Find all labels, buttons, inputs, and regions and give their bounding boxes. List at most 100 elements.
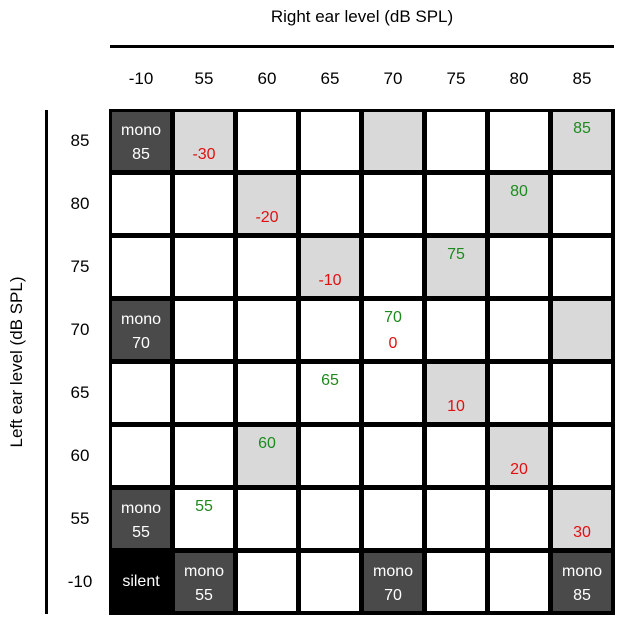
level-grid: mono 85 -30 85 -20 80 -10 75 mono 70 70 0 65 10 60 20 mo… (109, 109, 615, 615)
grid-cell-r0c5 (427, 112, 485, 170)
grid-cell-r3c0: mono 70 (112, 301, 170, 359)
grid-cell-r0c3 (301, 112, 359, 170)
grid-cell-r3c2 (238, 301, 296, 359)
grid-cell-r4c5: 10 (427, 364, 485, 422)
column-label: 85 (572, 69, 592, 88)
grid-cell-r7c1: mono 55 (175, 553, 233, 611)
grid-cell-r3c4: 70 0 (364, 301, 422, 359)
grid-cell-r6c7: 30 (553, 490, 611, 548)
level-value: 60 (258, 435, 276, 452)
mono-level: 70 (384, 587, 402, 604)
grid-cell-r0c6 (490, 112, 548, 170)
grid-cell-r5c1 (175, 427, 233, 485)
grid-cell-r6c3 (301, 490, 359, 548)
grid-cell-r4c0 (112, 364, 170, 422)
grid-cell-r2c3: -10 (301, 238, 359, 296)
grid-cell-r1c2: -20 (238, 175, 296, 233)
grid-cell-r0c7: 85 (553, 112, 611, 170)
grid-cell-r3c1 (175, 301, 233, 359)
grid-cell-r1c4 (364, 175, 422, 233)
row-label: 70 (70, 320, 90, 339)
level-difference: -10 (318, 272, 342, 289)
row-label: 85 (70, 131, 90, 150)
grid-cell-r7c4: mono 70 (364, 553, 422, 611)
grid-cell-r2c6 (490, 238, 548, 296)
mono-text: mono (120, 500, 162, 517)
grid-cell-r7c0: silent (112, 553, 170, 611)
row-label: 60 (70, 446, 90, 465)
grid-cell-r1c0 (112, 175, 170, 233)
mono-text: mono (120, 122, 162, 139)
grid-cell-r2c1 (175, 238, 233, 296)
grid-cell-r5c5 (427, 427, 485, 485)
column-label: 80 (509, 69, 529, 88)
column-label: 65 (320, 69, 340, 88)
grid-cell-r2c4 (364, 238, 422, 296)
mono-level: 55 (132, 524, 150, 541)
column-label: 70 (383, 69, 403, 88)
level-value: 70 (384, 309, 402, 326)
mono-level: 85 (132, 146, 150, 163)
right-ear-axis-title: Right ear level (dB SPL) (270, 7, 454, 26)
grid-cell-r1c7 (553, 175, 611, 233)
mono-label: mono 55 (112, 497, 170, 545)
grid-cell-r5c3 (301, 427, 359, 485)
mono-level: 70 (132, 335, 150, 352)
grid-cell-r7c3 (301, 553, 359, 611)
grid-cell-r0c4 (364, 112, 422, 170)
level-difference: 0 (388, 335, 398, 352)
side-axis-rule (45, 110, 48, 614)
grid-cell-r6c1: 55 (175, 490, 233, 548)
grid-cell-r3c6 (490, 301, 548, 359)
grid-cell-r6c6 (490, 490, 548, 548)
grid-cell-r5c6: 20 (490, 427, 548, 485)
column-label: 55 (194, 69, 214, 88)
column-label: 60 (257, 69, 277, 88)
grid-cell-r6c4 (364, 490, 422, 548)
grid-cell-r4c7 (553, 364, 611, 422)
mono-label: mono 70 (364, 560, 422, 608)
mono-text: mono (561, 563, 603, 580)
grid-cell-r6c0: mono 55 (112, 490, 170, 548)
grid-cell-r2c5: 75 (427, 238, 485, 296)
grid-cell-r1c1 (175, 175, 233, 233)
left-ear-axis-title: Left ear level (dB SPL) (7, 276, 26, 448)
grid-cell-r7c5 (427, 553, 485, 611)
level-difference: 30 (573, 524, 591, 541)
grid-cell-r6c5 (427, 490, 485, 548)
grid-cell-r1c3 (301, 175, 359, 233)
row-label: 65 (70, 383, 90, 402)
silent-label: silent (122, 573, 160, 590)
mono-text: mono (120, 311, 162, 328)
grid-cell-r4c6 (490, 364, 548, 422)
grid-cell-r6c2 (238, 490, 296, 548)
grid-cell-r5c0 (112, 427, 170, 485)
grid-cell-r0c2 (238, 112, 296, 170)
grid-cell-r3c3 (301, 301, 359, 359)
level-difference: 10 (447, 398, 465, 415)
grid-cell-r2c7 (553, 238, 611, 296)
row-label: 55 (70, 509, 90, 528)
grid-cell-r7c2 (238, 553, 296, 611)
grid-cell-r5c2: 60 (238, 427, 296, 485)
mono-label: mono 85 (553, 560, 611, 608)
column-label: 75 (446, 69, 466, 88)
mono-text: mono (183, 563, 225, 580)
grid-cell-r4c1 (175, 364, 233, 422)
grid-cell-r4c4 (364, 364, 422, 422)
grid-cell-r5c4 (364, 427, 422, 485)
grid-cell-r4c3: 65 (301, 364, 359, 422)
grid-cell-r1c6: 80 (490, 175, 548, 233)
grid-cell-r7c6 (490, 553, 548, 611)
grid-cell-r1c5 (427, 175, 485, 233)
grid-cell-r0c0: mono 85 (112, 112, 170, 170)
mono-label: mono 55 (175, 560, 233, 608)
grid-cell-r5c7 (553, 427, 611, 485)
grid-cell-r3c7 (553, 301, 611, 359)
level-value: 55 (195, 498, 213, 515)
row-label: -10 (67, 572, 93, 591)
row-label: 80 (70, 194, 90, 213)
mono-level: 85 (573, 587, 591, 604)
mono-label: mono 85 (112, 119, 170, 167)
grid-cell-r4c2 (238, 364, 296, 422)
